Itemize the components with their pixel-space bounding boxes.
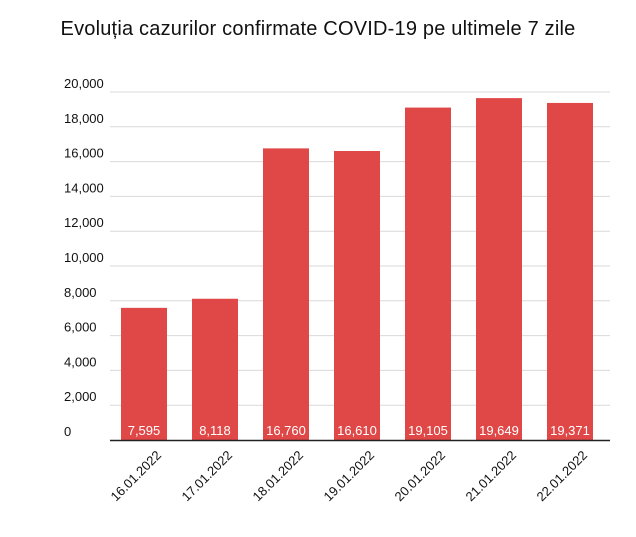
y-tick-label: 20,000 xyxy=(64,76,104,91)
x-tick-label: 20.01.2022 xyxy=(391,448,448,505)
data-label: 19,649 xyxy=(479,423,519,438)
data-label: 16,760 xyxy=(266,423,306,438)
bar xyxy=(476,98,522,441)
y-tick-label: 2,000 xyxy=(64,389,97,404)
data-label: 16,610 xyxy=(337,423,377,438)
bar xyxy=(192,298,238,440)
bar xyxy=(547,102,593,440)
y-tick-label: 8,000 xyxy=(64,285,97,300)
y-axis-ticks: 0 2,000 4,000 6,000 8,000 10,000 12,000 14,000 1… xyxy=(64,76,104,439)
x-tick-label: 21.01.2022 xyxy=(462,448,519,505)
y-tick-label: 10,000 xyxy=(64,250,104,265)
y-tick-label: 6,000 xyxy=(64,320,97,335)
data-labels: 7,595 8,118 16,760 16,610 19,105 19,649 19,371 xyxy=(128,423,590,438)
y-tick-label: 4,000 xyxy=(64,354,97,369)
data-label: 8,118 xyxy=(199,423,231,438)
y-tick-label: 14,000 xyxy=(64,180,104,195)
y-tick-label: 16,000 xyxy=(64,146,104,161)
data-label: 19,105 xyxy=(408,423,448,438)
x-tick-label: 16.01.2022 xyxy=(107,448,164,505)
bar xyxy=(263,148,309,440)
x-tick-label: 22.01.2022 xyxy=(533,448,590,505)
x-tick-label: 17.01.2022 xyxy=(178,448,235,505)
bar xyxy=(334,150,380,440)
bar xyxy=(121,307,167,440)
chart-title: Evoluția cazurilor confirmate COVID-19 p… xyxy=(60,18,576,40)
y-tick-label: 18,000 xyxy=(64,111,104,126)
x-tick-label: 19.01.2022 xyxy=(320,448,377,505)
bar xyxy=(405,107,451,440)
bars xyxy=(121,98,593,441)
data-label: 19,371 xyxy=(550,423,590,438)
x-axis-ticks: 16.01.2022 17.01.2022 18.01.2022 19.01.2022… xyxy=(107,448,590,505)
y-tick-label: 12,000 xyxy=(64,215,104,230)
x-tick-label: 18.01.2022 xyxy=(249,448,306,505)
y-tick-label: 0 xyxy=(64,424,71,439)
data-label: 7,595 xyxy=(128,423,161,438)
